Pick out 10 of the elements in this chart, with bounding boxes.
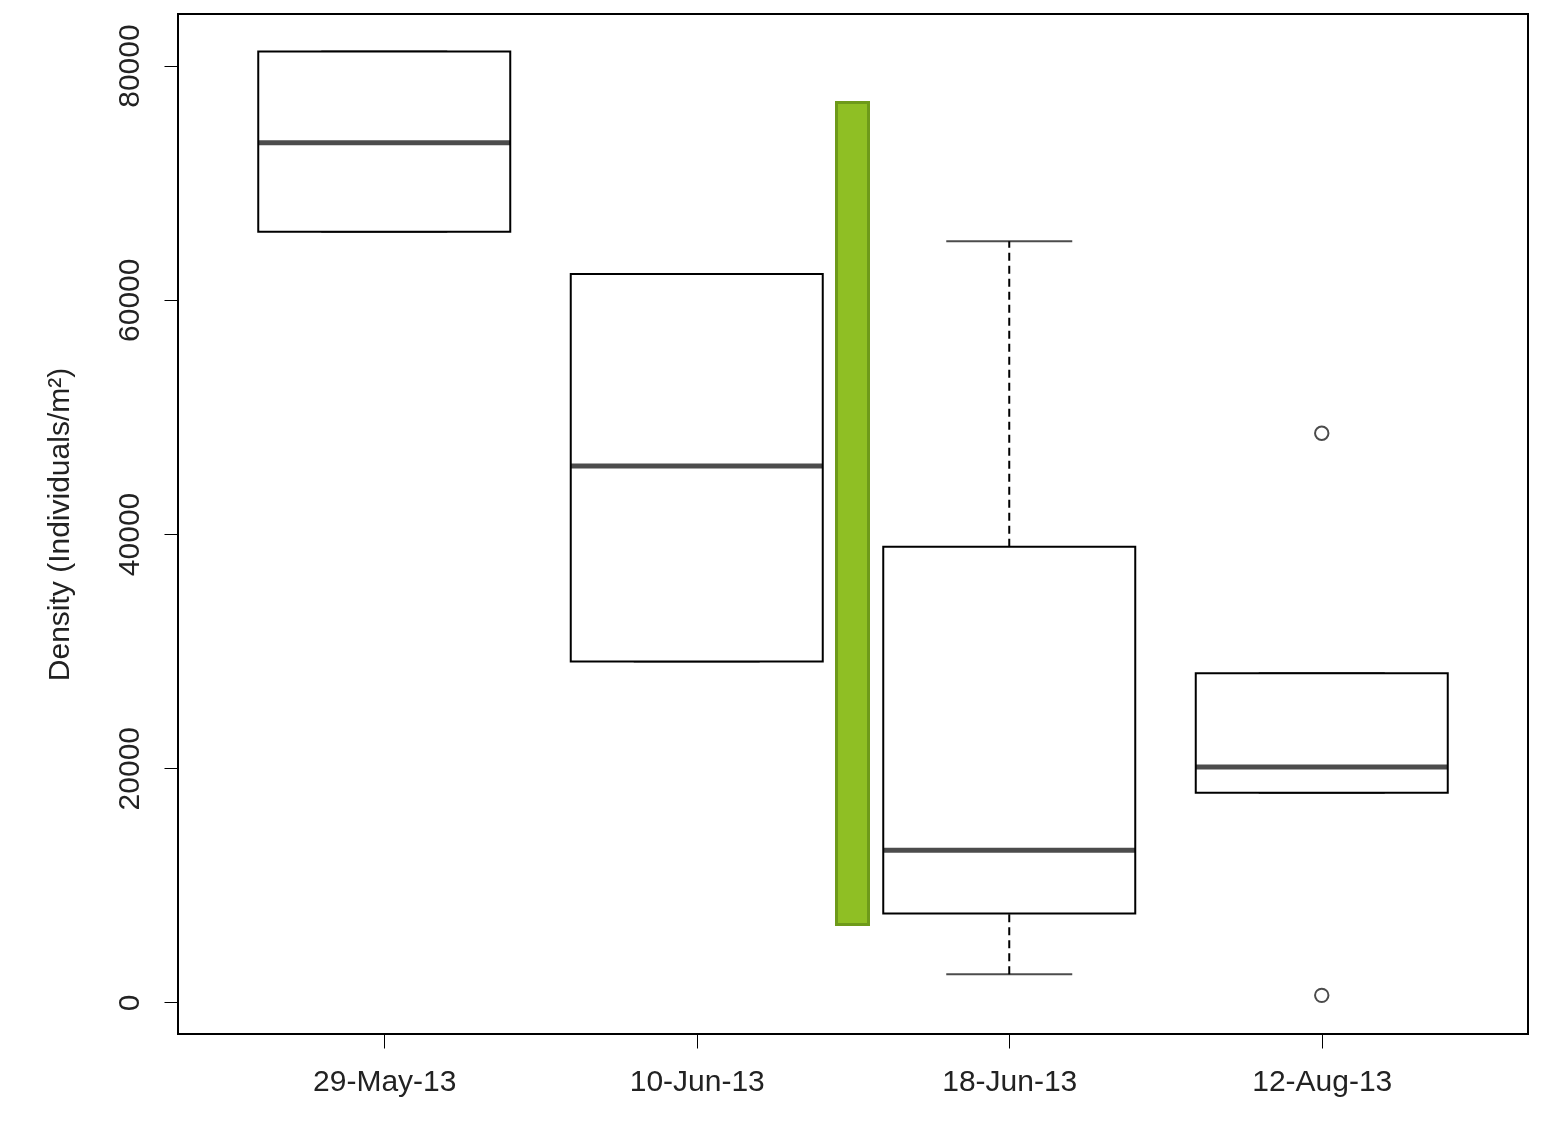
y-tick-label: 40000 — [111, 492, 145, 577]
y-axis-title: Density (Individuals/m²) — [41, 367, 75, 682]
y-tick-label: 20000 — [111, 726, 145, 811]
y-tick-label: 80000 — [111, 24, 145, 108]
y-tick-label: 60000 — [111, 258, 145, 342]
x-tick-label: 18-Jun-13 — [942, 1063, 1078, 1097]
x-tick-label: 29-May-13 — [313, 1063, 457, 1097]
x-tick-label: 12-Aug-13 — [1252, 1063, 1393, 1097]
x-tick-label: 10-Jun-13 — [629, 1063, 765, 1097]
y-tick-label: 0 — [111, 994, 145, 1012]
